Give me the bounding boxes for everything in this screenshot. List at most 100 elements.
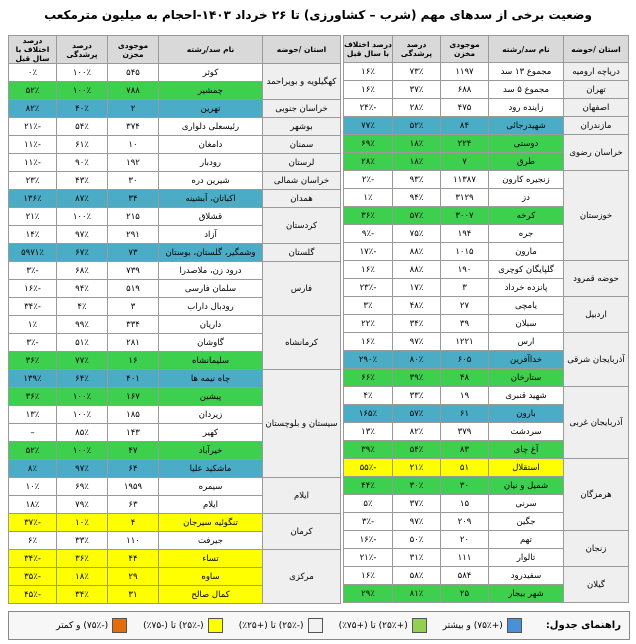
dam-row: شمیل و نیان ۳۰ ۳۰٪ ۴۴٪ bbox=[343, 476, 629, 495]
fill-cell: ۱۰۰٪ bbox=[56, 405, 108, 424]
dam-row: تهران مجموع ۵ سد ۶۸۸ ۳۷٪ ۱۶٪ bbox=[343, 80, 629, 99]
province-cell: کرمانشاه bbox=[262, 315, 341, 370]
legend: راهنمای جدول: (+۷۵٪) و بیشتر (+۲۵٪) تا (+۷… bbox=[8, 611, 630, 640]
province-cell: دریاچه ارومیه bbox=[563, 62, 629, 81]
diff-cell: ۶۹٪ bbox=[343, 134, 393, 153]
diff-cell: -۹٪ bbox=[343, 224, 393, 243]
dam-cell: چاه نیمه ها bbox=[158, 369, 263, 388]
dam-cell: سرنی bbox=[488, 494, 564, 513]
diff-cell: ۳۶٪ bbox=[8, 351, 57, 370]
table-head: استان /حوضه نام سد/رشته موجودی مخزن درصد پر… bbox=[343, 35, 629, 63]
storage-cell: ۱۰ bbox=[107, 135, 159, 154]
fill-cell: ۸۸٪ bbox=[392, 242, 441, 261]
dam-row: آغ چای ۸۳ ۵۴٪ ۳۹٪ bbox=[343, 440, 629, 459]
dam-cell: ستارخان bbox=[488, 368, 564, 387]
province-cell: مرکزی bbox=[262, 549, 341, 604]
dam-cell: شهیدرجائی bbox=[488, 116, 564, 135]
dam-row: آزاد ۲۹۱ ۹۷٪ ۱۴٪ bbox=[8, 225, 341, 244]
title: وضعیت برخی از سدهای مهم (شرب – کشاورزی) … bbox=[44, 8, 592, 22]
dam-row: کهگیلویه و بویراحمد کوثر ۵۴۵ ۱۰۰٪ ۰٪ bbox=[8, 63, 341, 100]
dam-cell: زاینده رود bbox=[488, 98, 564, 117]
storage-cell: ۱۹۲ bbox=[107, 153, 159, 172]
fill-cell: ۵۴٪ bbox=[392, 440, 441, 459]
fill-cell: ۱۰۰٪ bbox=[56, 441, 108, 460]
dam-row: خیرآباد ۴۷ ۱۰۰٪ ۵۲٪ bbox=[8, 441, 341, 460]
dam-cell: سلمان فارسی bbox=[158, 279, 263, 298]
province-cell: لرستان bbox=[262, 153, 341, 172]
dam-row: خوزستان زنجیره کارون ۱۱۳۸۷ ۹۳٪ -۲٪ bbox=[343, 170, 629, 261]
fill-cell: ۲۱٪ bbox=[392, 458, 441, 477]
storage-cell: ۱۱۱ bbox=[440, 548, 489, 567]
storage-cell: ۳۴ bbox=[107, 189, 159, 208]
dam-row: کرمان تنگوئیه سیرجان ۴ ۱۰٪ -۳۷٪ bbox=[8, 513, 341, 550]
storage-cell: ۸۳ bbox=[440, 440, 489, 459]
diff-cell: ۵۲٪ bbox=[8, 81, 57, 100]
province-cell: کرمان bbox=[262, 513, 341, 550]
province-cell: کردستان bbox=[262, 207, 341, 244]
dam-cell: سفیدرود bbox=[488, 566, 564, 585]
dam-cell: ماشکید علیا bbox=[158, 459, 263, 478]
dam-row: سیستان و بلوچستان چاه نیمه ها ۴۰۱ ۶۴٪ ۱۳۹٪ bbox=[8, 369, 341, 478]
dam-row: حوضه قمرود گلپایگان کوچری ۱۹۰ ۸۸٪ ۱۶٪ bbox=[343, 260, 629, 297]
province-cell: آذربایجان غربی bbox=[563, 386, 629, 459]
dam-table: استان /حوضه نام سد/رشته موجودی مخزن درصد پر… bbox=[8, 35, 341, 604]
fill-cell: ۷۷٪ bbox=[56, 351, 108, 370]
dam-cell: شیرین دره bbox=[158, 171, 263, 190]
diff-cell: ۱۳۶٪ bbox=[8, 189, 57, 208]
storage-cell: ۵۱۹ bbox=[107, 279, 159, 298]
dam-row: ستارخان ۴۸ ۳۹٪ ۶۶٪ bbox=[343, 368, 629, 387]
storage-cell: ۶۳ bbox=[107, 495, 159, 514]
dam-cell: ایلام bbox=[158, 495, 263, 514]
diff-cell: ۱٪ bbox=[8, 315, 57, 334]
diff-cell: -۱۶٪ bbox=[343, 530, 393, 549]
storage-cell: ۱۱۳۸۷ bbox=[440, 170, 489, 189]
province-cell: گیلان bbox=[563, 566, 629, 603]
dam-row: زنجان تهم ۲۰ ۵۰٪ -۱۶٪ bbox=[343, 530, 629, 567]
legend-label: (+۲۵٪) تا (+۷۵٪) bbox=[338, 620, 408, 631]
province-cell: اردبیل bbox=[563, 296, 629, 333]
province-cell: اصفهان bbox=[563, 98, 629, 117]
diff-cell: ۸٪ bbox=[8, 459, 57, 478]
dam-cell: سبلان bbox=[488, 314, 564, 333]
dam-cell: گلپایگان کوچری bbox=[488, 260, 564, 279]
dam-row: سمنان دامغان ۱۰ ۶۱٪ -۱۱٪ bbox=[8, 135, 341, 154]
dam-row: همدان اکباتان، آبشینه ۳۴ ۸۷٪ ۱۳۶٪ bbox=[8, 189, 341, 208]
fill-cell: ۱۰۰٪ bbox=[56, 81, 108, 100]
fill-cell: ۶۷٪ bbox=[56, 243, 108, 262]
dam-row: آذربایجان شرقی ارس ۱۲۲۱ ۹۷٪ ۱۶٪ bbox=[343, 332, 629, 387]
diff-cell: ۱۴٪ bbox=[8, 225, 57, 244]
dam-row: گاوشان ۲۸۱ ۵۱٪ -۳٪ bbox=[8, 333, 341, 352]
storage-cell: ۶۰۵ bbox=[440, 350, 489, 369]
province-cell: هرمزگان bbox=[563, 458, 629, 531]
province-cell: خراسان رضوی bbox=[563, 134, 629, 171]
dam-row: مرکزی تساء ۴۴ ۳۶٪ -۳۴٪ bbox=[8, 549, 341, 604]
dam-row: سلیمانشاه ۱۶ ۷۷٪ ۳۶٪ bbox=[8, 351, 341, 370]
dam-table: استان /حوضه نام سد/رشته موجودی مخزن درصد پر… bbox=[343, 35, 629, 603]
storage-cell: ۵۱ bbox=[440, 458, 489, 477]
column-header: استان /حوضه bbox=[563, 35, 629, 63]
dam-cell: کوثر bbox=[158, 63, 263, 82]
legend-label: (-۲۵٪) تا (+۲۵٪) bbox=[238, 620, 304, 631]
storage-cell: ۲ bbox=[107, 99, 159, 118]
dam-row: گلستان وشمگیر، گلستان، بوستان ۷۳ ۶۷٪ ۵۹۷۱٪ bbox=[8, 243, 341, 262]
storage-cell: ۳۳۴ bbox=[107, 315, 159, 334]
fill-cell: ۱۰۰٪ bbox=[56, 63, 108, 82]
dam-cell: دوستی bbox=[488, 134, 564, 153]
storage-cell: ۴۷ bbox=[107, 441, 159, 460]
dam-row: دز ۳۱۲۹ ۹۴٪ ۱٪ bbox=[343, 188, 629, 207]
dam-row: اردبیل یامچی ۲۷ ۴۸٪ ۳٪ bbox=[343, 296, 629, 333]
dam-row: زیردان ۱۸۵ ۱۰۰٪ ۱۳٪ bbox=[8, 405, 341, 424]
dam-cell: جیرفت bbox=[158, 531, 263, 550]
diff-cell: ۲۳٪ bbox=[8, 171, 57, 190]
legend-swatch bbox=[411, 618, 427, 633]
column-header: درصد پرشدگی bbox=[392, 35, 441, 63]
legend-label: (-۷۵٪) و کمتر bbox=[56, 620, 109, 631]
dam-cell: بارون bbox=[488, 404, 564, 423]
dam-cell: شمیل و نیان bbox=[488, 476, 564, 495]
dam-cell: خداآفرین bbox=[488, 350, 564, 369]
dam-row: شهر بیجار ۲۵ ۸۱٪ ۲۹٪ bbox=[343, 584, 629, 603]
storage-cell: ۳۷۴ bbox=[107, 117, 159, 136]
storage-cell: ۲۷ bbox=[440, 296, 489, 315]
diff-cell: ۱۳۹٪ bbox=[8, 369, 57, 388]
